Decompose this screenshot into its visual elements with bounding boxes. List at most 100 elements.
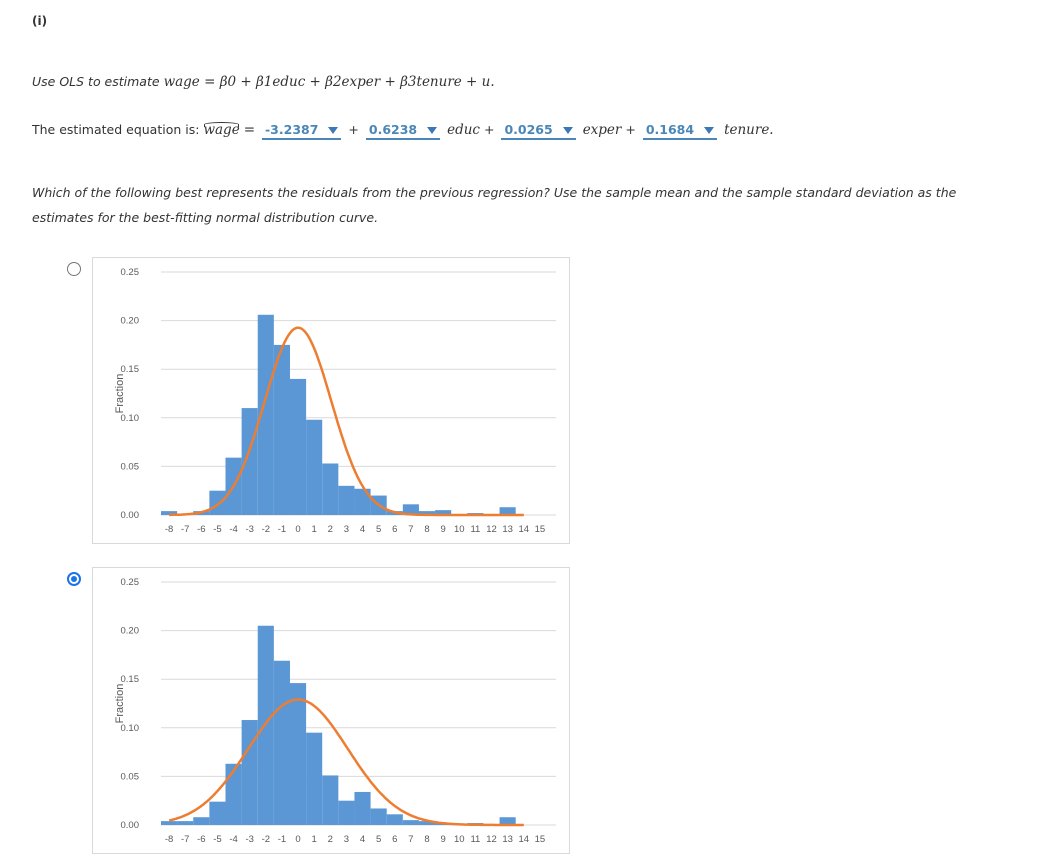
educ-coefficient-dropdown[interactable]: 0.6238	[365, 122, 441, 140]
part-label: (i)	[32, 14, 48, 28]
x-tick-label: 7	[408, 524, 413, 535]
plus-sign: +	[625, 122, 636, 137]
y-tick-label: 0.05	[121, 461, 140, 472]
x-tick-label: 4	[360, 524, 365, 535]
x-tick-label: 8	[424, 834, 429, 845]
y-axis-label: Fraction	[114, 374, 126, 414]
intercept-value: -3.2387	[264, 122, 319, 137]
x-tick-label: 0	[295, 524, 300, 535]
chevron-down-icon	[427, 127, 438, 134]
x-tick-label: 14	[518, 524, 529, 535]
estimated-equation-prefix: The estimated equation is:	[32, 122, 200, 137]
educ-variable: educ	[447, 122, 480, 138]
histogram-bar	[177, 821, 194, 825]
histogram-bar	[273, 344, 290, 515]
x-tick-label: -4	[229, 524, 237, 535]
plus-sign: +	[348, 122, 359, 137]
option-1-histogram: 0.00 0.05 0.10 0.15 0.20 0.25 Fraction -8 -7 -6 -5…	[114, 267, 556, 535]
histogram-bar	[402, 820, 419, 825]
intercept-dropdown[interactable]: -3.2387	[261, 122, 342, 140]
y-tick-label: 0.25	[121, 267, 140, 278]
x-tick-label: 5	[376, 524, 381, 535]
y-tick-label: 0.10	[121, 723, 140, 734]
equals-sign: =	[243, 122, 255, 138]
x-tick-label: 1	[312, 524, 317, 535]
x-tick-label: -2	[262, 524, 270, 535]
y-tick-label: 0.00	[121, 510, 140, 521]
x-tick-label: 12	[486, 524, 497, 535]
histogram-bar	[435, 510, 452, 515]
x-tick-label: 7	[408, 834, 413, 845]
option-1-chart: 0.00 0.05 0.10 0.15 0.20 0.25 Fraction -8 -7 -6 -5…	[92, 257, 570, 544]
x-tick-label: -6	[197, 524, 205, 535]
x-tick-label: 3	[344, 834, 349, 845]
histogram-bar	[418, 821, 436, 825]
normal-curve	[169, 326, 524, 517]
exper-variable: exper	[582, 122, 622, 138]
histogram-bar	[370, 808, 387, 825]
x-tick-label: -5	[213, 524, 221, 535]
x-tick-label: 11	[470, 524, 480, 535]
histogram-bar	[306, 419, 323, 515]
x-tick-label: 6	[392, 524, 397, 535]
plus-sign: +	[483, 122, 495, 137]
x-tick-label: 5	[376, 834, 381, 845]
x-tick-label: 4	[360, 834, 365, 845]
x-tick-label: 13	[502, 834, 513, 845]
x-tick-label: -7	[181, 834, 189, 845]
y-tick-label: 0.25	[121, 577, 140, 588]
histogram-bar	[402, 504, 419, 515]
histogram-bar	[209, 490, 226, 515]
x-tick-label: -5	[213, 834, 221, 845]
y-tick-label: 0.20	[121, 626, 140, 637]
histogram-bar	[306, 732, 323, 825]
histogram-bar	[322, 775, 339, 825]
histogram-bar	[257, 625, 274, 825]
x-tick-label: -2	[262, 834, 270, 845]
option-2-histogram: 0.00 0.05 0.10 0.15 0.20 0.25 Fraction -8 -7 -6 -5…	[114, 577, 556, 845]
histogram-bar	[225, 763, 242, 825]
x-tick-label: -1	[278, 524, 286, 535]
histogram-bar	[161, 821, 178, 825]
x-tick-label: -7	[181, 524, 189, 535]
histogram-bar	[209, 801, 226, 825]
x-tick-label: 15	[535, 524, 546, 535]
histogram-bar	[386, 814, 403, 825]
histogram-bar	[161, 511, 178, 515]
question-estimate-prefix: Use OLS to estimate	[32, 74, 160, 89]
tenure-coefficient-dropdown[interactable]: 0.1684	[642, 122, 718, 140]
x-tick-label: 6	[392, 834, 397, 845]
x-tick-label: 9	[440, 834, 445, 845]
x-tick-label: 13	[502, 524, 513, 535]
x-tick-label: 10	[454, 524, 465, 535]
option-1-radio[interactable]	[67, 262, 81, 276]
histogram-bar	[273, 660, 290, 825]
histogram-bar	[289, 378, 307, 515]
histogram-bar	[322, 463, 339, 515]
y-tick-label: 0.05	[121, 771, 140, 782]
population-model-equation: wage = β0 + β1educ + β2exper + β3tenure …	[163, 74, 495, 90]
chevron-down-icon	[704, 127, 715, 134]
histogram-bar	[241, 720, 258, 825]
x-tick-label: 12	[486, 834, 497, 845]
histogram-bar	[354, 488, 371, 515]
x-tick-label: 14	[518, 834, 529, 845]
y-axis-label: Fraction	[114, 684, 126, 724]
x-tick-label: 9	[440, 524, 445, 535]
x-tick-label: -4	[229, 834, 237, 845]
y-tick-label: 0.20	[121, 316, 140, 327]
educ-coefficient-value: 0.6238	[368, 122, 418, 137]
estimated-equation: The estimated equation is: wage = -3.238…	[32, 122, 774, 140]
chevron-down-icon	[328, 127, 339, 134]
exper-coefficient-value: 0.0265	[504, 122, 553, 137]
exper-coefficient-dropdown[interactable]: 0.0265	[501, 122, 576, 140]
x-tick-label: -1	[278, 834, 286, 845]
histogram-bar	[338, 800, 355, 825]
option-2-radio[interactable]	[67, 572, 81, 586]
y-tick-label: 0.15	[121, 364, 140, 375]
y-tick-label: 0.15	[121, 674, 140, 685]
x-tick-label: 0	[295, 834, 300, 845]
x-tick-label: 2	[328, 524, 333, 535]
wage-hat: wage	[203, 122, 240, 138]
chevron-down-icon	[562, 127, 573, 134]
